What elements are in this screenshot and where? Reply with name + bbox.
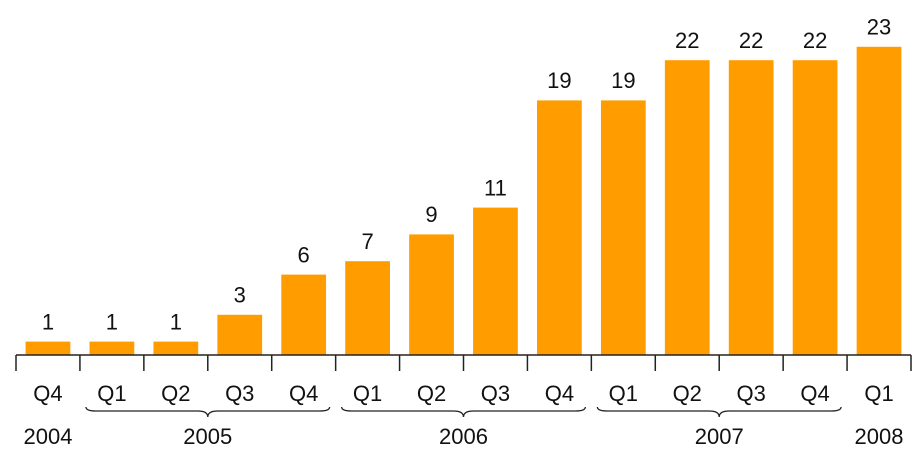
bar <box>601 100 646 355</box>
bar <box>26 342 71 355</box>
group-brace <box>597 407 841 417</box>
data-label: 11 <box>484 175 507 200</box>
group-label: 2006 <box>439 424 488 449</box>
x-tick-label: Q3 <box>736 381 765 406</box>
bar <box>217 315 262 355</box>
group-label: 2008 <box>855 424 904 449</box>
group-brace <box>86 407 330 417</box>
group-brace <box>342 407 586 417</box>
x-tick-label: Q4 <box>545 381 574 406</box>
x-tick-label: Q3 <box>481 381 510 406</box>
data-label: 22 <box>739 28 763 53</box>
data-label: 1 <box>42 309 54 334</box>
x-tick-label: Q3 <box>225 381 254 406</box>
bar <box>857 47 902 355</box>
x-tick-label: Q2 <box>161 381 190 406</box>
bar <box>153 342 198 355</box>
x-tick-label: Q2 <box>417 381 446 406</box>
bar <box>665 60 710 355</box>
bar <box>729 60 774 355</box>
data-label: 22 <box>675 28 699 53</box>
data-label: 23 <box>867 15 891 40</box>
bar <box>90 342 135 355</box>
group-label: 2007 <box>695 424 744 449</box>
data-label: 6 <box>298 242 310 267</box>
bar <box>793 60 838 355</box>
x-tick-label: Q4 <box>33 381 62 406</box>
bar <box>473 208 518 355</box>
x-tick-label: Q1 <box>97 381 126 406</box>
x-tick-label: Q4 <box>289 381 318 406</box>
x-tick-label: Q1 <box>353 381 382 406</box>
data-label: 1 <box>106 309 118 334</box>
data-label: 19 <box>611 68 635 93</box>
bar <box>345 261 390 355</box>
data-label: 9 <box>425 202 437 227</box>
bar <box>537 100 582 355</box>
data-label: 22 <box>803 28 827 53</box>
data-label: 1 <box>170 309 182 334</box>
x-tick-label: Q2 <box>673 381 702 406</box>
bar <box>281 275 326 355</box>
data-label: 19 <box>547 68 571 93</box>
group-label: 2004 <box>23 424 72 449</box>
data-label: 3 <box>234 283 246 308</box>
x-tick-label: Q4 <box>800 381 829 406</box>
x-tick-label: Q1 <box>864 381 893 406</box>
x-tick-label: Q1 <box>609 381 638 406</box>
chart: 1 Q4 1 Q1 1 Q2 3 Q3 6 Q4 7 Q1 9 Q2 11 Q3 19 Q4 19 Q1 22 Q2 22 Q… <box>0 0 913 450</box>
group-label: 2005 <box>183 424 232 449</box>
bar <box>409 234 454 355</box>
data-label: 7 <box>361 229 373 254</box>
